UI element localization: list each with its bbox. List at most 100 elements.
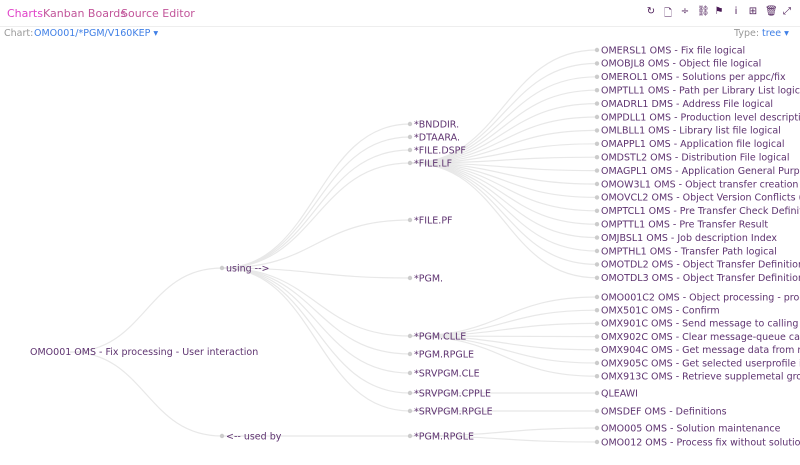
node-dot[interactable] [594, 262, 600, 267]
node-dot[interactable] [594, 128, 600, 133]
tree-node[interactable]: *BNDDIR. [414, 119, 459, 130]
tree-node[interactable]: OMPTHL1 OMS - Transfer Path logical [601, 246, 777, 257]
node-dot[interactable] [407, 433, 413, 439]
tree-node[interactable]: OMO012 OMS - Process fix without solutio… [601, 437, 800, 448]
node-dot[interactable] [594, 390, 600, 396]
tree-node[interactable]: OMAPPL1 OMS - Application file logical [601, 139, 785, 150]
node-dot[interactable] [407, 351, 413, 357]
node-dot[interactable] [594, 308, 600, 313]
split-icon[interactable]: ÷ [680, 6, 690, 17]
node-dot[interactable] [594, 114, 600, 120]
tree-node[interactable]: OMX904C OMS - Get message data from m [601, 345, 800, 356]
tree-node[interactable]: *DTAARA. [414, 132, 460, 143]
node-dot[interactable] [594, 181, 600, 187]
fullscreen-icon[interactable]: ⤢ [783, 6, 791, 17]
link-icon[interactable]: ⛓ [697, 6, 710, 17]
tree-node[interactable]: OMX901C OMS - Send message to calling pr [601, 319, 800, 330]
refresh-icon[interactable]: ↻ [646, 6, 656, 17]
node-dot[interactable] [407, 134, 413, 140]
tree-node[interactable]: OMAGPL1 OMS - Application General Purpos [601, 166, 800, 177]
tree-node[interactable]: OMX501C OMS - Confirm [601, 306, 720, 317]
tree-node[interactable]: OMO001C2 OMS - Object processing - proce [601, 292, 800, 303]
type-select[interactable]: tree ▾ [762, 28, 789, 39]
node-dot[interactable] [407, 370, 413, 376]
tree-node[interactable]: OMX902C OMS - Clear message-queue calli [601, 332, 800, 343]
tree-node[interactable]: OMOVCL2 OMS - Object Version Conflicts (… [601, 193, 800, 204]
node-dot[interactable] [594, 47, 600, 53]
tree-node[interactable]: OMPDLL1 OMS - Production level descripti… [601, 112, 800, 123]
tree-node[interactable]: OMOBJL8 OMS - Object file logical [601, 59, 761, 70]
node-dot[interactable] [594, 360, 600, 366]
tree-node[interactable]: <-- used by [226, 431, 282, 442]
node-dot[interactable] [594, 195, 600, 200]
tree-node[interactable]: using --> [226, 263, 270, 274]
file-icon[interactable]: 🗋 [663, 8, 673, 19]
tree-node[interactable]: OMERSL1 OMS - Fix file logical [601, 45, 745, 56]
node-dot[interactable] [594, 347, 600, 352]
expand-icon[interactable]: ⊞ [748, 6, 758, 17]
tree-node[interactable]: OMO005 OMS - Solution maintenance [601, 423, 781, 434]
node-dot[interactable] [594, 374, 600, 379]
tree-node[interactable]: *SRVPGM.RPGLE [414, 406, 493, 417]
tree-node[interactable]: OMLBLL1 OMS - Library list file logical [601, 126, 781, 137]
node-dot[interactable] [594, 235, 600, 240]
tree-node[interactable]: OMJBSL1 OMS - Job description Index [601, 233, 777, 244]
chart-select[interactable]: OMO001/*PGM/V160KEP ▾ [34, 28, 158, 39]
node-dot[interactable] [407, 160, 413, 166]
tree-node[interactable]: OMOTDL2 OMS - Object Transfer Definition… [601, 260, 800, 271]
tree-node[interactable]: *SRVPGM.CPPLE [414, 388, 491, 399]
node-dot[interactable] [594, 439, 600, 445]
tree-node[interactable]: OMX905C OMS - Get selected userprofile i… [601, 358, 800, 369]
tab-kanban-boards[interactable]: Kanban Boards [43, 7, 126, 20]
tree-node[interactable]: OMDSTL2 OMS - Distribution File logical [601, 153, 790, 164]
tree-node[interactable]: QLEAWI [601, 388, 638, 399]
flag-icon[interactable]: ⚑ [714, 6, 724, 17]
tree-node[interactable]: OMADRL1 DMS - Address File logical [601, 99, 773, 110]
node-dot[interactable] [594, 248, 600, 254]
trash-icon[interactable]: 🗑 [765, 6, 778, 17]
tree-node[interactable]: *PGM.RPGLE [414, 431, 474, 442]
tree-node[interactable]: OMX913C OMS - Retrieve supplemetal group [601, 372, 800, 383]
tree-node[interactable]: OMPTTL1 OMS - Pre Transfer Result [601, 220, 768, 231]
tree-node[interactable]: *FILE.DSPF [414, 145, 466, 156]
tree-node[interactable]: *PGM. [414, 273, 443, 284]
tree-node[interactable]: *PGM.CLLE [414, 331, 466, 342]
node-dot[interactable] [594, 275, 600, 280]
node-dot[interactable] [407, 147, 413, 153]
node-dot[interactable] [594, 61, 600, 66]
tree-node[interactable]: *SRVPGM.CLE [414, 368, 480, 379]
node-dot[interactable] [594, 155, 600, 160]
node-dot[interactable] [594, 88, 600, 93]
tree-node[interactable]: *PGM.RPGLE [414, 349, 474, 360]
tree-node[interactable]: *FILE.LF [414, 158, 452, 169]
tree-node[interactable]: OMPTCL1 OMS - Pre Transfer Check Definit… [601, 206, 800, 217]
tree-node[interactable]: OMEROL1 OMS - Solutions per appc/fix [601, 72, 786, 83]
node-dot[interactable] [594, 294, 600, 300]
node-dot[interactable] [407, 121, 413, 127]
node-dot[interactable] [594, 408, 600, 414]
node-dot[interactable] [594, 101, 600, 106]
node-dot[interactable] [594, 334, 600, 339]
node-dot[interactable] [407, 408, 413, 414]
info-icon[interactable]: i [734, 6, 738, 17]
tree-node[interactable]: OMOTDL3 OMS - Object Transfer Definition… [601, 273, 800, 284]
node-dot[interactable] [219, 433, 225, 439]
node-dot[interactable] [407, 390, 413, 396]
tree-node[interactable]: OMOW3L1 OMS - Object transfer creation r… [601, 179, 800, 190]
root-node[interactable]: OMO001 OMS - Fix processing - User inter… [30, 347, 258, 358]
tab-charts[interactable]: Charts [7, 7, 43, 20]
node-dot[interactable] [219, 265, 225, 271]
tab-source-editor[interactable]: Source Editor [121, 7, 195, 20]
node-dot[interactable] [407, 333, 413, 339]
tree-node[interactable]: OMPTLL1 OMS - Path per Library List logi… [601, 86, 800, 97]
node-dot[interactable] [594, 425, 600, 431]
tree-node[interactable]: OMSDEF OMS - Definitions [601, 406, 727, 417]
node-dot[interactable] [594, 141, 600, 146]
node-dot[interactable] [407, 217, 413, 223]
tree-node[interactable]: *FILE.PF [414, 215, 453, 226]
node-dot[interactable] [594, 321, 600, 326]
node-dot[interactable] [407, 275, 413, 281]
node-dot[interactable] [594, 222, 600, 227]
node-dot[interactable] [594, 168, 600, 173]
node-dot[interactable] [594, 208, 600, 213]
